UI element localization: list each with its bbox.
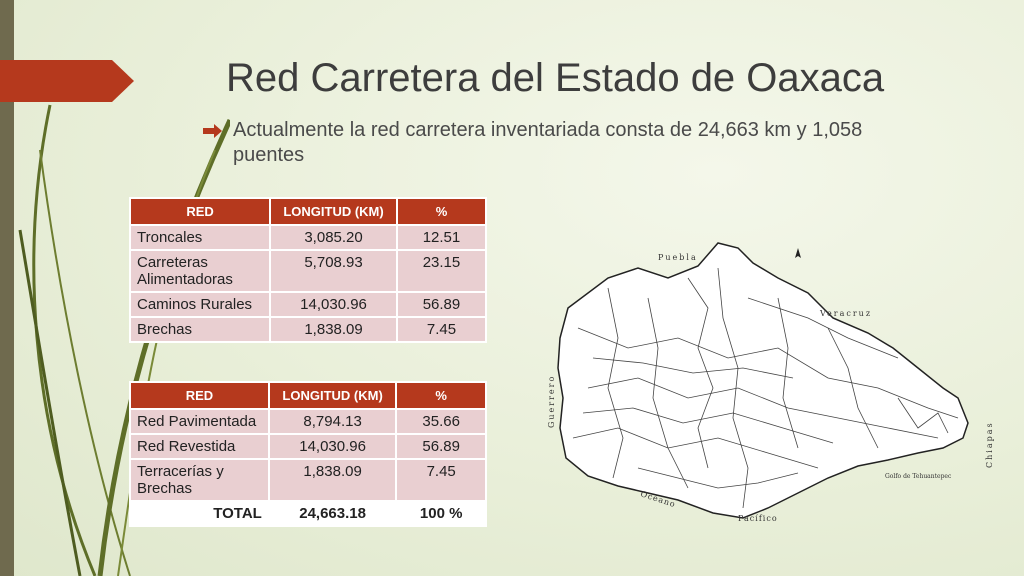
cell-pct: 56.89 — [395, 433, 487, 460]
label-golfo: Golfo de Tehuantepec — [885, 473, 952, 480]
label-veracruz: Veracruz — [819, 309, 872, 318]
label-pacifico: Pacífico — [738, 514, 778, 523]
table-row: Troncales 3,085.20 12.51 — [128, 224, 488, 251]
table-row: Brechas 1,838.09 7.45 — [128, 316, 488, 343]
table-row: Red Pavimentada 8,794.13 35.66 — [129, 408, 487, 435]
cell-length: 14,030.96 — [267, 433, 398, 460]
cell-length: 14,030.96 — [269, 291, 398, 318]
total-length: 24,663.18 — [267, 500, 398, 527]
bullet-text: Actualmente la red carretera inventariad… — [233, 119, 863, 166]
cell-pct: 7.45 — [395, 458, 487, 502]
cell-length: 8,794.13 — [267, 408, 398, 435]
left-decorative-bar — [0, 0, 14, 576]
cell-name: Red Revestida — [129, 433, 270, 460]
total-pct: 100 % — [395, 500, 487, 527]
bullet-point: Actualmente la red carretera inventariad… — [203, 118, 885, 168]
oaxaca-road-map: Puebla Veracruz Guerrero Chiapas Golfo d… — [548, 242, 994, 523]
table-row: Caminos Rurales 14,030.96 56.89 — [128, 291, 488, 318]
table-row: Red Revestida 14,030.96 56.89 — [129, 433, 487, 460]
header-red: RED — [129, 381, 270, 410]
cell-name: Caminos Rurales — [128, 291, 272, 318]
header-longitud: LONGITUD (KM) — [269, 197, 398, 226]
header-longitud: LONGITUD (KM) — [267, 381, 398, 410]
cell-length: 3,085.20 — [269, 224, 398, 251]
label-puebla: Puebla — [658, 253, 698, 262]
table-row: Carreteras Alimentadoras 5,708.93 23.15 — [128, 249, 488, 293]
header-red: RED — [128, 197, 272, 226]
road-network — [572, 267, 959, 509]
surface-type-table: RED LONGITUD (KM) % Red Pavimentada 8,79… — [129, 381, 487, 527]
title-arrow-shape — [0, 60, 134, 102]
cell-name: Brechas — [128, 316, 272, 343]
cell-name: Red Pavimentada — [129, 408, 270, 435]
table-header-row: RED LONGITUD (KM) % — [128, 197, 488, 226]
cell-length: 5,708.93 — [269, 249, 398, 293]
cell-name: Troncales — [128, 224, 272, 251]
state-outline — [557, 242, 969, 519]
cell-name: Terracerías y Brechas — [129, 458, 270, 502]
cell-length: 1,838.09 — [267, 458, 398, 502]
cell-pct: 35.66 — [395, 408, 487, 435]
total-label: TOTAL — [129, 500, 270, 527]
table-header-row: RED LONGITUD (KM) % — [129, 381, 487, 410]
table-total-row: TOTAL 24,663.18 100 % — [129, 500, 487, 527]
road-type-table: RED LONGITUD (KM) % Troncales 3,085.20 1… — [128, 197, 488, 343]
cell-pct: 56.89 — [395, 291, 488, 318]
cell-pct: 12.51 — [395, 224, 488, 251]
arrow-bullet-icon — [203, 124, 222, 138]
label-guerrero: Guerrero — [548, 375, 556, 428]
page-title: Red Carretera del Estado de Oaxaca — [226, 56, 885, 100]
cell-pct: 23.15 — [395, 249, 488, 293]
cell-pct: 7.45 — [395, 316, 488, 343]
label-chiapas: Chiapas — [985, 421, 994, 468]
cell-length: 1,838.09 — [269, 316, 398, 343]
table-row: Terracerías y Brechas 1,838.09 7.45 — [129, 458, 487, 502]
north-arrow-icon — [795, 248, 801, 258]
cell-name: Carreteras Alimentadoras — [128, 249, 272, 293]
header-pct: % — [395, 197, 488, 226]
header-pct: % — [395, 381, 487, 410]
